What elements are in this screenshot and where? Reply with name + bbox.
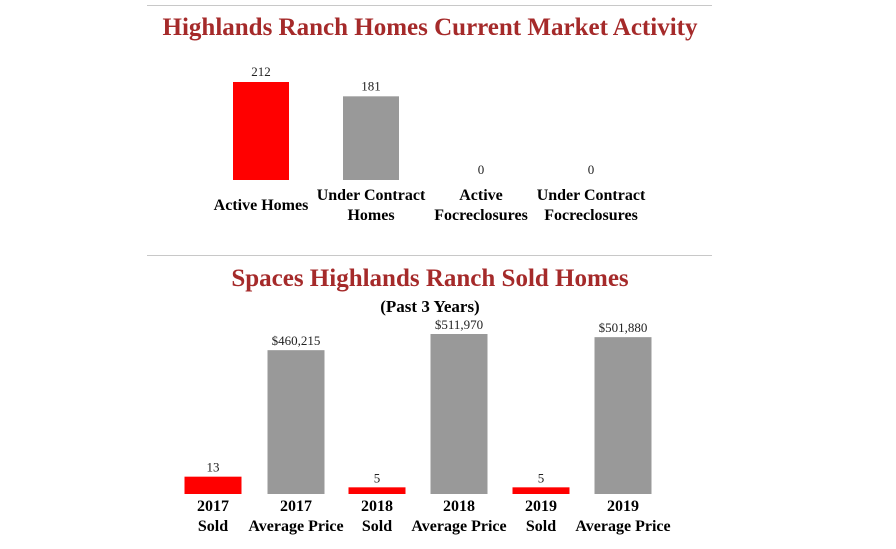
category-label: Average Price xyxy=(411,518,506,535)
bar-2 xyxy=(343,96,399,180)
bar-value-label: 5 xyxy=(538,470,545,485)
category-label: 2017 xyxy=(280,498,312,515)
top-divider xyxy=(147,5,712,6)
bar-value-label: $501,880 xyxy=(599,320,648,335)
category-label: 2017 xyxy=(197,498,229,515)
bar-value-label: 212 xyxy=(251,64,271,79)
bar-4 xyxy=(430,334,488,494)
category-label: Average Price xyxy=(248,518,343,535)
bar-1 xyxy=(233,82,289,180)
category-label: Sold xyxy=(526,518,556,535)
category-label: Focreclosures xyxy=(434,207,528,224)
bar-6 xyxy=(594,337,652,494)
category-label: 2018 xyxy=(361,498,393,515)
bar-1 xyxy=(184,476,242,494)
bar-value-label: 0 xyxy=(588,162,595,177)
category-label: Homes xyxy=(347,207,394,224)
section-divider xyxy=(147,255,712,256)
category-label: Active Homes xyxy=(214,197,309,214)
bar-value-label: 181 xyxy=(361,78,381,93)
bar-3 xyxy=(348,487,406,494)
category-label: 2018 xyxy=(443,498,475,515)
category-label: Focreclosures xyxy=(544,207,638,224)
category-label: Sold xyxy=(198,518,228,535)
bar-value-label: 13 xyxy=(207,460,220,475)
bar-value-label: $460,215 xyxy=(272,333,321,348)
category-label: Under Contract xyxy=(537,187,646,204)
bar-value-label: $511,970 xyxy=(435,317,483,332)
bar-value-label: 5 xyxy=(374,470,381,485)
bar-2 xyxy=(267,350,325,494)
category-label: Average Price xyxy=(575,518,670,535)
category-label: Sold xyxy=(362,518,392,535)
bar-value-label: 0 xyxy=(478,162,485,177)
market-activity-title: Highlands Ranch Homes Current Market Act… xyxy=(162,14,698,41)
bar-5 xyxy=(512,487,570,494)
category-label: 2019 xyxy=(525,498,557,515)
category-label: Under Contract xyxy=(317,187,426,204)
category-label: 2019 xyxy=(607,498,639,515)
sold-homes-title: Spaces Highlands Ranch Sold Homes xyxy=(231,265,629,292)
sold-homes-subtitle: (Past 3 Years) xyxy=(380,297,480,316)
category-label: Active xyxy=(459,187,503,204)
